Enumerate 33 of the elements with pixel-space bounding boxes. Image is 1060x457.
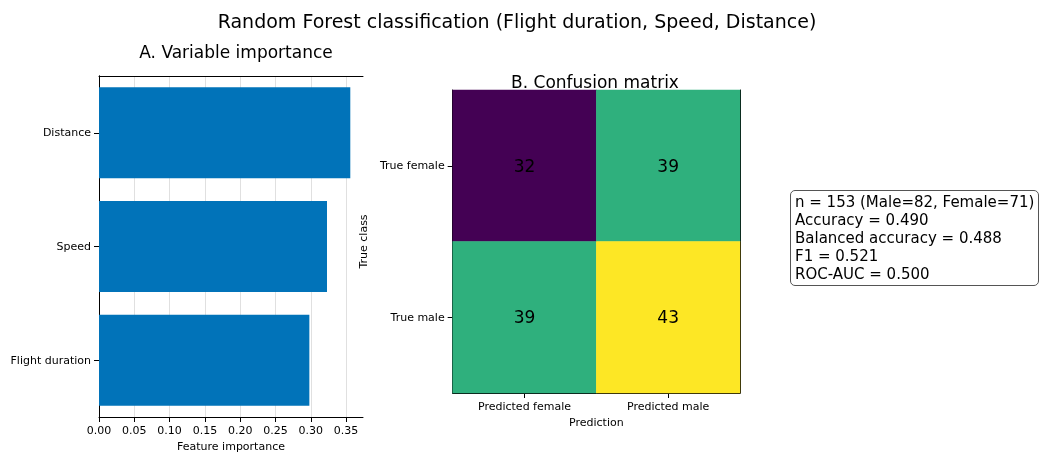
bar [99, 201, 327, 292]
y-tick-label: Distance [42, 126, 92, 140]
x-tick-label: Predicted male [626, 400, 710, 413]
x-axis-title: Feature importance [177, 440, 286, 453]
y-tick-label: True female [378, 159, 445, 173]
x-tick-label: 0.00 [86, 424, 112, 437]
bar [99, 314, 310, 406]
data-label: 43 [657, 307, 679, 328]
text: Accuracy = 0.490 [795, 211, 930, 229]
y-tick-label: True male [389, 310, 445, 324]
chart-title: A. Variable importance [139, 41, 333, 62]
x-tick-label: 0.25 [263, 424, 288, 437]
x-tick-label: 0.15 [192, 424, 218, 437]
chart-title: B. Confusion matrix [511, 71, 679, 92]
y-axis-title: True class [357, 214, 370, 270]
text: Random Forest classification (Flight duration, Speed, Distance) [217, 9, 817, 32]
y-tick-label: Speed [56, 240, 91, 253]
text: Balanced accuracy = 0.488 [795, 229, 1003, 247]
y-tick-label: Flight duration [10, 353, 92, 367]
x-tick-label: 0.20 [227, 424, 253, 437]
x-tick-label: 0.10 [157, 424, 182, 437]
text: ROC-AUC = 0.500 [795, 265, 931, 283]
x-tick-label: Predicted female [477, 400, 572, 413]
text: n = 153 (Male=82, Female=71) [795, 193, 1035, 211]
data-label: 32 [513, 155, 536, 176]
x-axis-title: Prediction [569, 416, 624, 429]
data-label: 39 [513, 307, 536, 328]
x-tick-label: 0.35 [333, 424, 359, 437]
data-label: 39 [657, 155, 679, 176]
x-tick-label: 0.30 [298, 424, 324, 437]
x-tick-label: 0.05 [122, 424, 147, 437]
text: F1 = 0.521 [795, 247, 880, 265]
bar [99, 87, 351, 179]
